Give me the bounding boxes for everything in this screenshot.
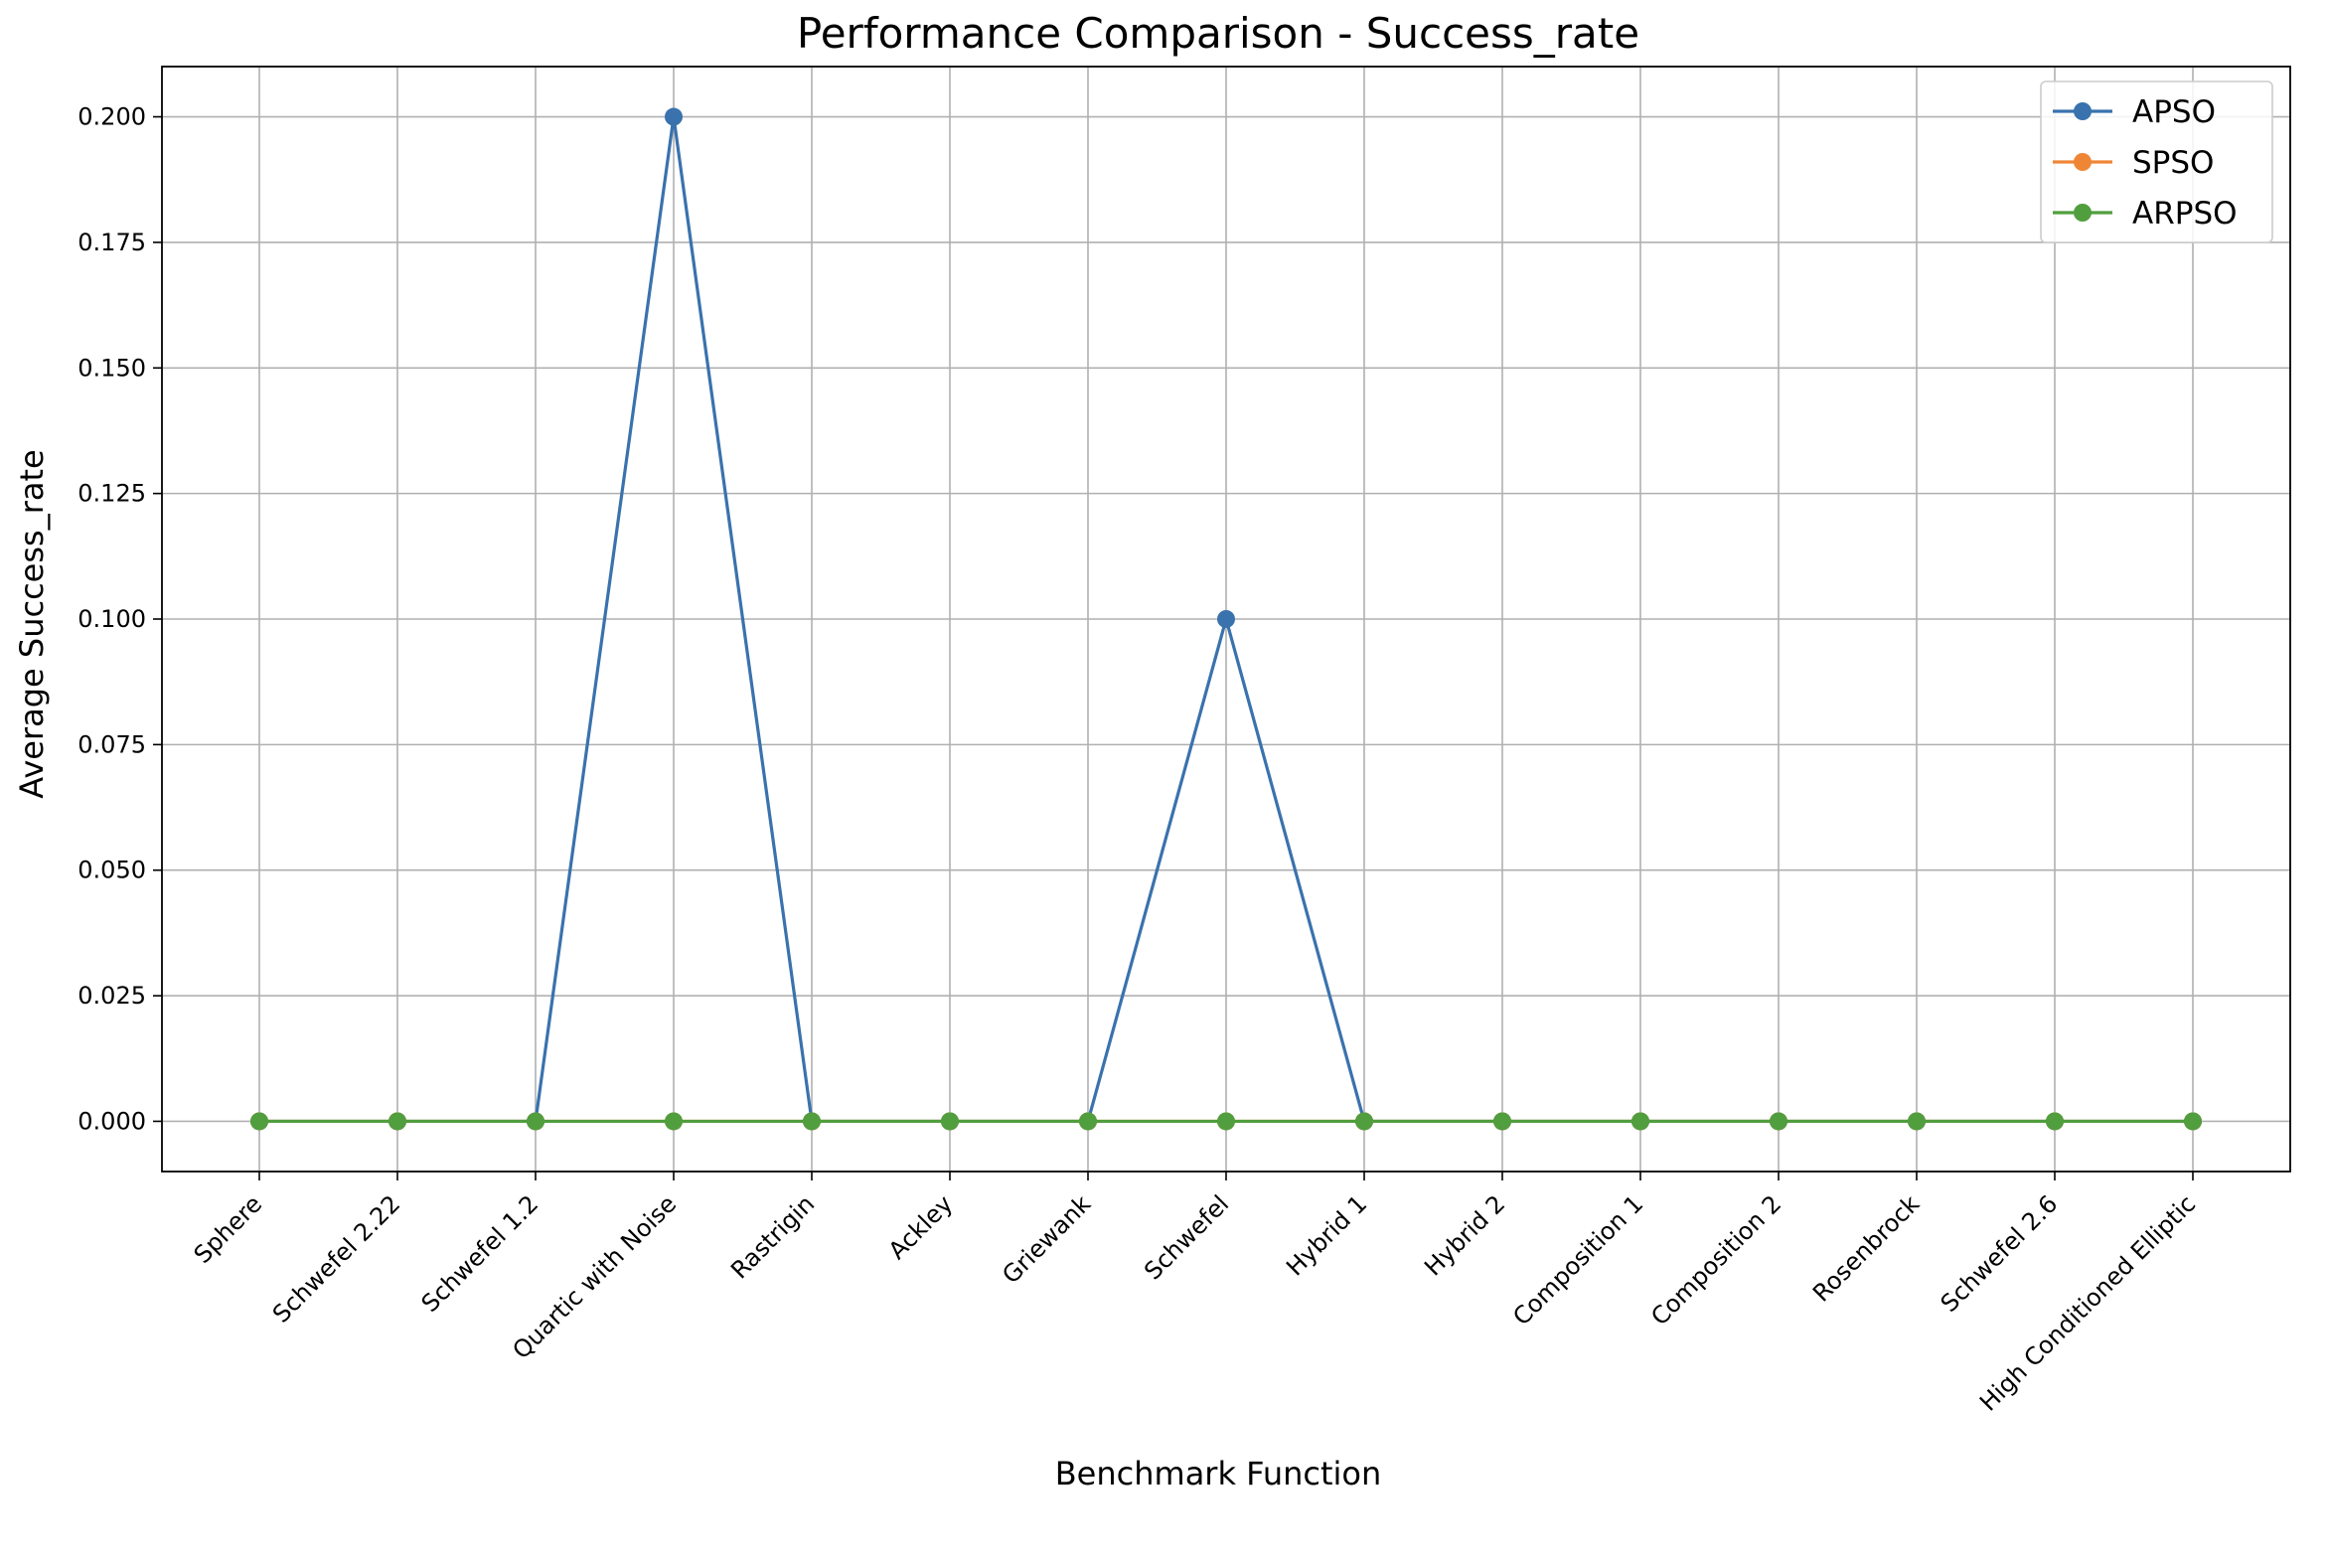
y-tick-label: 0.175	[78, 229, 146, 256]
axes	[153, 66, 2291, 1180]
data-point-apso	[665, 107, 683, 126]
legend-marker	[2074, 102, 2092, 120]
data-point-arpso	[250, 1112, 268, 1131]
legend-label: APSO	[2132, 94, 2216, 130]
plot-frame	[161, 66, 2291, 1173]
grid	[162, 67, 2290, 1172]
data-point-arpso	[665, 1112, 683, 1131]
data-point-arpso	[803, 1112, 821, 1131]
legend-item-spso: SPSO	[2053, 145, 2214, 181]
y-axis-label: Average Success_rate	[13, 449, 51, 798]
y-tick-label: 0.100	[78, 605, 146, 633]
y-tick-label: 0.075	[78, 730, 146, 758]
data-point-arpso	[1908, 1112, 1926, 1131]
y-tick-label: 0.150	[78, 354, 146, 382]
data-point-arpso	[941, 1112, 959, 1131]
legend-label: SPSO	[2132, 145, 2214, 181]
data-point-arpso	[1770, 1112, 1787, 1131]
y-tick-label: 0.025	[78, 982, 146, 1010]
legend: APSO SPSO ARPSO	[2040, 80, 2273, 243]
chart-title: Performance Comparison - Success_rate	[797, 9, 1639, 58]
legend-label: ARPSO	[2132, 196, 2238, 232]
data-point-arpso	[1217, 1112, 1235, 1131]
y-tick-label: 0.125	[78, 480, 146, 508]
data-point-arpso	[1493, 1112, 1511, 1131]
legend-marker	[2074, 204, 2092, 222]
y-tick-label: 0.000	[78, 1107, 146, 1135]
legend-marker	[2074, 153, 2092, 171]
series	[250, 107, 2202, 1131]
series-arpso	[250, 1112, 2202, 1131]
data-point-arpso	[388, 1112, 406, 1131]
data-point-arpso	[2184, 1112, 2202, 1131]
data-point-arpso	[1355, 1112, 1373, 1131]
y-tick-label: 0.050	[78, 857, 146, 884]
legend-item-arpso: ARPSO	[2053, 196, 2238, 232]
x-axis-label: Benchmark Function	[1055, 1455, 1382, 1492]
data-point-apso	[1217, 610, 1235, 628]
data-point-arpso	[527, 1112, 544, 1131]
legend-box	[2040, 80, 2273, 243]
legend-item-apso: APSO	[2053, 94, 2216, 130]
data-point-arpso	[1079, 1112, 1097, 1131]
data-point-arpso	[1631, 1112, 1649, 1131]
data-point-arpso	[2046, 1112, 2064, 1131]
y-tick-label: 0.200	[78, 103, 146, 131]
